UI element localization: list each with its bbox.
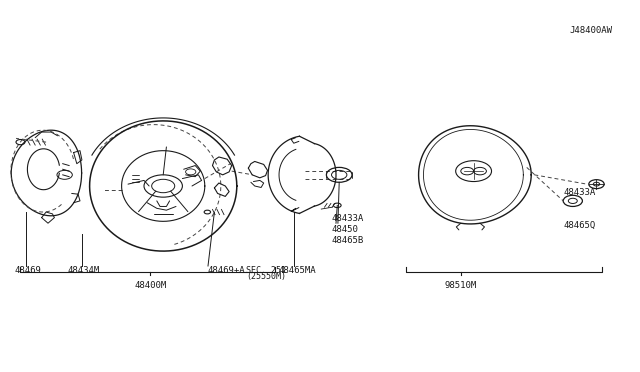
Text: 98510M: 98510M bbox=[445, 281, 477, 290]
Text: 48434M: 48434M bbox=[67, 266, 99, 275]
Text: 48450: 48450 bbox=[332, 225, 358, 234]
Text: 48465B: 48465B bbox=[332, 236, 364, 245]
Text: 48433A: 48433A bbox=[332, 214, 364, 223]
Text: 48469: 48469 bbox=[14, 266, 41, 275]
Text: 48400M: 48400M bbox=[134, 281, 166, 290]
Text: J48400AW: J48400AW bbox=[570, 26, 612, 35]
Text: (25550M): (25550M) bbox=[246, 272, 287, 281]
Text: SEC. 251: SEC. 251 bbox=[246, 266, 287, 275]
Text: 48465Q: 48465Q bbox=[563, 221, 595, 230]
Text: 48465MA: 48465MA bbox=[278, 266, 316, 275]
Text: 48469+A: 48469+A bbox=[208, 266, 246, 275]
Text: 48433A: 48433A bbox=[563, 188, 595, 197]
